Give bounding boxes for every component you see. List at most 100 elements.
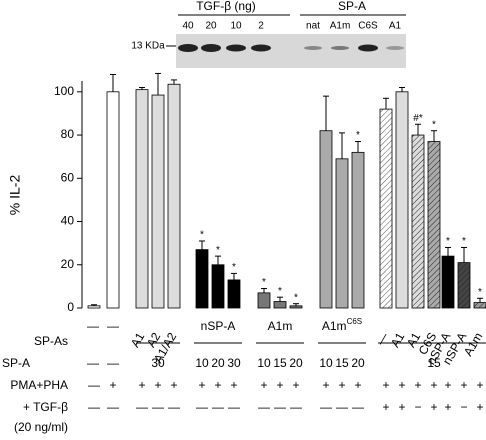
pma-pha: +	[230, 378, 237, 392]
lane-label: nat	[306, 21, 320, 32]
tgf: +	[476, 400, 483, 414]
bar	[289, 305, 303, 309]
lane-label: 2	[258, 21, 264, 32]
concentration: 15	[335, 356, 349, 370]
sp-a-label: A1	[404, 330, 424, 350]
bar	[273, 301, 287, 309]
concentration: 20	[289, 356, 303, 370]
sp-a-label: A1m	[268, 319, 293, 333]
bar	[87, 305, 101, 309]
bar	[135, 89, 149, 309]
tgf: −	[414, 400, 421, 414]
blot-group-label: TGF-β (ng)	[196, 0, 256, 13]
tgf: —	[290, 400, 302, 414]
pma-pha: +	[444, 378, 451, 392]
y-tick-label: 100	[54, 84, 74, 98]
annotation: *	[446, 236, 450, 247]
bar	[335, 158, 349, 309]
tgf: —	[352, 400, 364, 414]
row-label: SP-As	[34, 334, 68, 348]
tgf: —	[320, 400, 332, 414]
sp-a-label: —	[373, 330, 391, 347]
pma-pha: +	[170, 378, 177, 392]
bar	[411, 134, 425, 309]
annotation: *	[462, 236, 466, 247]
pma-pha: +	[109, 378, 116, 392]
lane-label: A1m	[330, 21, 351, 32]
tgf: —	[152, 400, 164, 414]
pma-pha: +	[198, 378, 205, 392]
pma-pha: +	[338, 378, 345, 392]
lane-label: 20	[205, 21, 217, 32]
y-tick-label: 20	[61, 257, 75, 271]
annotation: *	[478, 287, 482, 298]
bar	[395, 91, 409, 309]
pma-pha: +	[398, 378, 405, 392]
row-label: (20 ng/ml)	[14, 420, 68, 434]
tgf: +	[382, 400, 389, 414]
pma-pha: +	[276, 378, 283, 392]
sp-a-label: A2	[144, 330, 164, 350]
pma-pha: +	[260, 378, 267, 392]
bar	[351, 151, 365, 309]
concentration: —	[107, 356, 119, 370]
tgf: —	[228, 400, 240, 414]
bar	[195, 249, 209, 309]
annotation: *	[278, 286, 282, 297]
lane-label: C6S	[358, 21, 378, 32]
lane-label: 40	[182, 21, 194, 32]
sp-a-label: —	[87, 319, 99, 333]
pma-pha: +	[382, 378, 389, 392]
bar	[227, 279, 241, 309]
tgf: —	[274, 400, 286, 414]
annotation: *	[200, 230, 204, 241]
pma-pha: —	[88, 378, 100, 392]
tgf: +	[430, 400, 437, 414]
concentration: 10	[195, 356, 209, 370]
row-label: µg/ml SP-A	[0, 356, 30, 370]
concentration: 15	[427, 356, 441, 370]
y-tick-label: 80	[61, 127, 75, 141]
sp-a-label: A1	[388, 330, 408, 350]
tgf: +	[444, 400, 451, 414]
concentration: 30	[227, 356, 241, 370]
concentration: —	[87, 356, 99, 370]
bar	[319, 130, 333, 309]
superscript: C6S	[347, 317, 363, 326]
pma-pha: +	[430, 378, 437, 392]
concentration: 20	[211, 356, 225, 370]
tgf: —	[196, 400, 208, 414]
pma-pha: +	[322, 378, 329, 392]
tgf: —	[212, 400, 224, 414]
annotation: *	[216, 245, 220, 256]
bar	[106, 91, 120, 309]
bar	[211, 264, 225, 309]
lane-label: 10	[230, 21, 242, 32]
y-axis-label: % IL-2	[7, 175, 23, 216]
bar	[257, 292, 271, 309]
bar	[441, 255, 455, 309]
pma-pha: +	[460, 378, 467, 392]
tgf: −	[460, 400, 467, 414]
pma-pha: +	[476, 378, 483, 392]
bar	[167, 83, 181, 309]
concentration: 30	[151, 356, 165, 370]
annotation: *	[432, 119, 436, 130]
blot-marker: 13 KDa	[131, 41, 165, 52]
tgf: —	[168, 400, 180, 414]
tgf: —	[258, 400, 270, 414]
sp-a-label: nSP-A	[201, 319, 236, 333]
y-tick-label: 40	[61, 214, 75, 228]
pma-pha: +	[414, 378, 421, 392]
pma-pha: +	[354, 378, 361, 392]
pma-pha: +	[138, 378, 145, 392]
tgf: +	[398, 400, 405, 414]
row-label: PMA+PHA	[10, 378, 68, 392]
tgf: —	[136, 400, 148, 414]
pma-pha: +	[154, 378, 161, 392]
sp-a-label: A1	[128, 330, 148, 350]
tgf: —	[88, 400, 100, 414]
y-tick-label: 60	[61, 170, 75, 184]
concentration: 20	[351, 356, 365, 370]
